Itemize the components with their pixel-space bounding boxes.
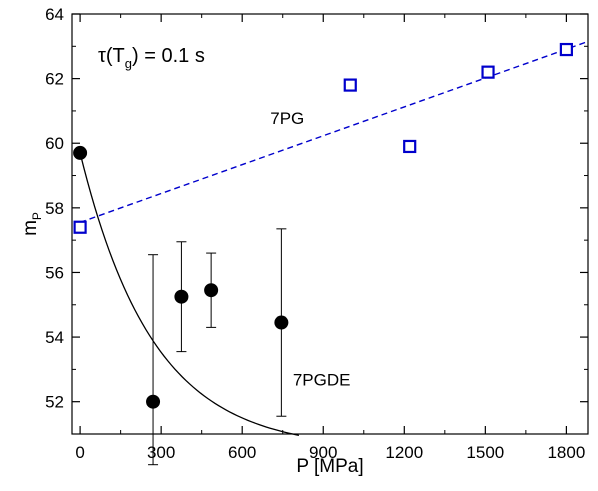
plot-frame — [71, 13, 589, 435]
series-label: 7PG — [270, 109, 304, 128]
y-tick-label: 58 — [45, 199, 64, 218]
point-7pg — [73, 220, 87, 234]
x-tick-label: 1500 — [466, 443, 504, 462]
x-tick-label: 0 — [75, 443, 84, 462]
y-tick-label: 54 — [45, 328, 64, 347]
fit-line-7pg — [79, 40, 589, 224]
point-7pgde — [73, 145, 88, 160]
series-label: 7PGDE — [293, 371, 351, 390]
point-7pgde — [274, 315, 289, 330]
y-tick-label: 52 — [45, 393, 64, 412]
point-7pg — [559, 42, 573, 57]
x-tick-label: 600 — [228, 443, 256, 462]
y-axis-title: mP — [20, 212, 44, 236]
x-tick-label: 900 — [309, 443, 337, 462]
x-tick-label: 1800 — [547, 443, 585, 462]
fit-lines — [79, 40, 589, 436]
point-7pg — [481, 65, 495, 79]
tau-annotation: τ(Tg) = 0.1 s — [98, 45, 205, 71]
axis-ticks: 0 300 600 900 1200 1500 1800 52 54 56 58 60 62 64 — [45, 5, 588, 462]
point-7pgde — [146, 394, 161, 409]
data-points — [73, 42, 573, 409]
point-7pg — [343, 78, 357, 92]
x-tick-label: 1200 — [385, 443, 423, 462]
y-tick-label: 64 — [45, 5, 64, 24]
y-tick-label: 62 — [45, 70, 64, 89]
text-labels: P [MPa] mP τ(Tg) = 0.1 s 7PG 7PGDE — [20, 45, 364, 477]
point-7pgde — [174, 289, 189, 304]
y-tick-label: 56 — [45, 263, 64, 282]
y-tick-label: 60 — [45, 134, 64, 153]
point-7pgde — [204, 283, 219, 298]
fit-curve-7pgde — [79, 152, 300, 436]
error-bars — [148, 228, 287, 466]
x-axis-title: P [MPa] — [296, 456, 363, 477]
point-7pg — [403, 139, 417, 154]
x-tick-label: 300 — [147, 443, 175, 462]
